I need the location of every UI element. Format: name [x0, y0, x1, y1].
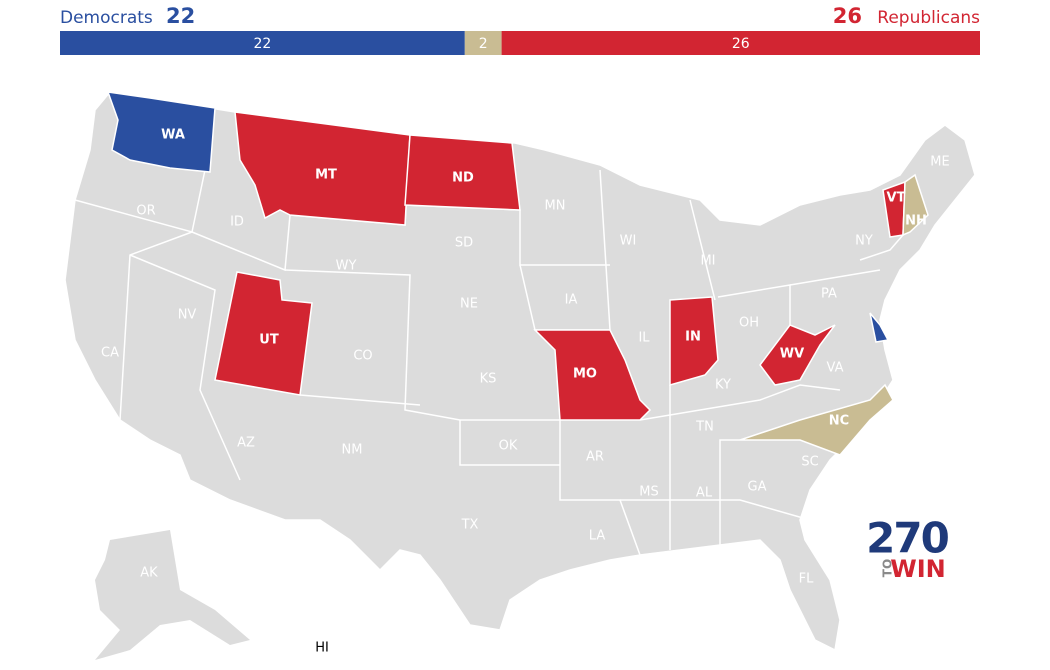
alaska-shape	[95, 530, 250, 660]
state-label: OH	[739, 316, 759, 331]
dem-count: 22	[166, 4, 195, 28]
state-label: PA	[821, 287, 837, 302]
state-shape	[669, 296, 719, 386]
state-label: IL	[638, 331, 650, 346]
tally-segment	[60, 31, 465, 55]
tally-bar: 22 2 26	[60, 31, 980, 55]
state-label: GA	[748, 480, 767, 495]
state-label: WY	[336, 259, 357, 274]
dem-label: Democrats	[60, 8, 153, 28]
state-label: KS	[480, 372, 497, 387]
logo-number: 270	[866, 514, 948, 563]
rep-count: 26	[833, 4, 862, 28]
logo: 270 TO WIN	[866, 514, 950, 584]
state-label: MI	[700, 254, 715, 269]
state-label: AR	[586, 450, 604, 465]
state-label: WI	[620, 234, 637, 249]
tally-label: 26	[732, 36, 750, 52]
state-label: VT	[887, 191, 906, 206]
tally-label: 2	[479, 36, 488, 52]
state-label: WA	[161, 128, 185, 143]
state-label: MO	[573, 367, 597, 382]
state-borders	[74, 134, 904, 556]
state-label: AZ	[237, 436, 255, 451]
state-label: NV	[178, 308, 197, 323]
map: WA OR CA NV ID MT WY UT AZ CO NM ND SD NE KS OK TX MN IA MO…	[64, 91, 976, 660]
state-label: HI	[315, 641, 329, 656]
state-label: CO	[353, 349, 372, 364]
state-label: KY	[715, 378, 731, 393]
state-label: NC	[829, 414, 849, 429]
state-label: FL	[799, 572, 814, 587]
state-label: NE	[460, 297, 478, 312]
logo-to: TO	[881, 559, 895, 577]
state-label: TN	[695, 420, 714, 435]
tally-label: 22	[253, 36, 271, 52]
state-label: SC	[801, 455, 818, 470]
state-shape	[404, 134, 521, 211]
state-label: WV	[780, 347, 804, 362]
state-label: ND	[452, 171, 474, 186]
state-label: NM	[342, 443, 363, 458]
state-label: AL	[696, 486, 713, 501]
state-label: TX	[461, 518, 479, 533]
rep-label: Republicans	[877, 8, 980, 28]
state-label: LA	[589, 529, 606, 544]
state-shape	[902, 173, 929, 237]
state-label: SD	[455, 236, 473, 251]
us-outline	[64, 91, 976, 652]
state-shape	[533, 329, 652, 421]
state-label: NY	[855, 234, 873, 249]
state-label: IN	[685, 330, 701, 345]
state-label: IA	[565, 293, 578, 308]
state-label: OK	[499, 439, 518, 454]
logo-win: WIN	[890, 555, 946, 583]
state-label: MN	[545, 199, 566, 214]
state-shape	[759, 324, 836, 386]
state-label: NH	[905, 214, 927, 229]
state-label: MT	[315, 168, 337, 183]
state-label: UT	[259, 333, 279, 348]
tally-segment	[501, 31, 980, 55]
state-shape	[214, 271, 313, 396]
state-label: CA	[101, 346, 119, 361]
state-shape	[869, 312, 890, 343]
state-label: ID	[230, 215, 244, 230]
state-label: MS	[639, 485, 658, 500]
state-label: ME	[930, 155, 949, 170]
state-shape	[739, 383, 894, 456]
tally-segment	[464, 31, 502, 55]
state-label: AK	[140, 566, 158, 581]
state-label: OR	[136, 204, 155, 219]
state-label: VA	[827, 361, 844, 376]
state-shape	[106, 91, 216, 173]
